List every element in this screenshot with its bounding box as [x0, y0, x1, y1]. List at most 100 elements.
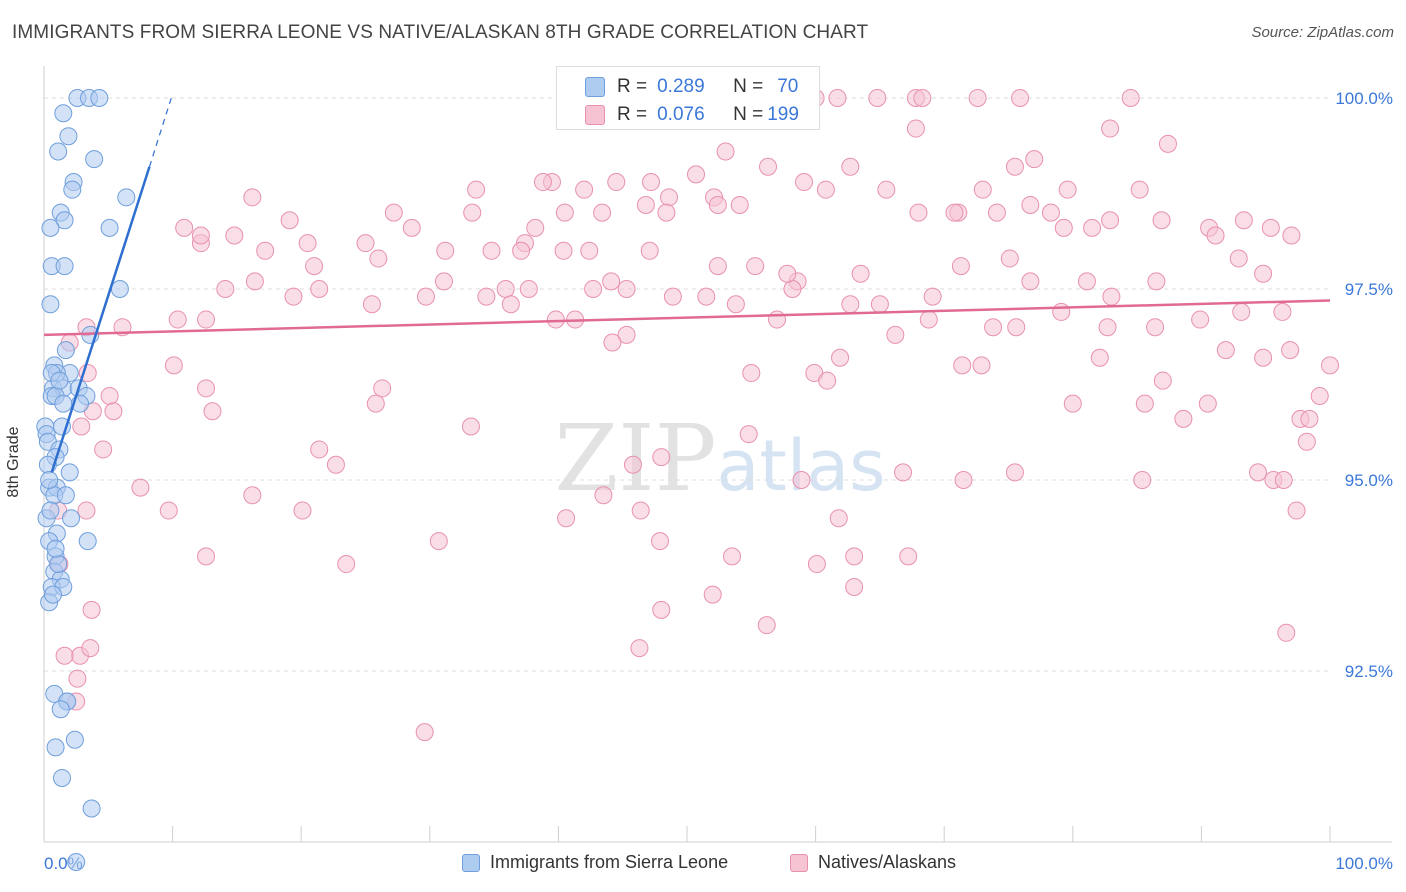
pink-point — [602, 272, 621, 291]
pink-point — [1101, 211, 1120, 230]
r-label: R = — [617, 104, 648, 125]
blue-point — [56, 341, 75, 360]
pink-point — [1130, 180, 1149, 199]
pink-point — [906, 119, 925, 138]
blue-legend-swatch-icon — [462, 853, 480, 872]
pink-point — [243, 188, 262, 207]
stats-legend: R = 0.289 N = 70 R = 0.076 N = 199 — [556, 66, 820, 130]
pink-point — [723, 547, 742, 566]
pink-point — [256, 241, 275, 260]
legend-label-blue: Immigrants from Sierra Leone — [490, 852, 729, 872]
pink-point — [594, 486, 613, 505]
pink-point — [1063, 394, 1082, 413]
pink-point — [841, 157, 860, 176]
pink-point — [243, 486, 262, 505]
chart-title: IMMIGRANTS FROM SIERRA LEONE VS NATIVE/A… — [12, 22, 869, 43]
pink-point — [526, 218, 545, 237]
pink-point — [1281, 341, 1300, 360]
blue-point — [40, 471, 59, 489]
pink-point — [663, 287, 682, 306]
pink-point — [1206, 226, 1225, 245]
pink-point — [373, 379, 392, 398]
pink-point — [1254, 348, 1273, 367]
pink-point — [973, 180, 992, 199]
pink-point — [816, 180, 835, 199]
pink-point — [659, 188, 678, 207]
blue-point — [90, 89, 109, 107]
blue-point — [100, 218, 119, 237]
pink-point — [636, 195, 655, 214]
pink-point — [1273, 302, 1292, 321]
blue-point — [56, 486, 75, 505]
pink-point — [640, 241, 659, 260]
legend-item-blue: Immigrants from Sierra Leone — [462, 852, 728, 873]
pink-point — [1277, 623, 1296, 642]
pink-point — [366, 394, 385, 413]
pink-point — [197, 310, 216, 329]
pink-point — [1052, 302, 1071, 321]
pink-point — [104, 402, 123, 421]
blue-point — [50, 371, 69, 390]
pink-point — [953, 356, 972, 375]
pink-point — [617, 280, 636, 298]
pink-point — [175, 218, 194, 237]
pink-point — [546, 310, 565, 329]
blue-point — [59, 127, 78, 146]
bottom-legend: Immigrants from Sierra Leone Natives/Ala… — [0, 852, 1406, 880]
y-tick-label: 95.0% — [1345, 471, 1393, 490]
pink-point — [870, 295, 889, 314]
pink-point — [197, 379, 216, 398]
pink-point — [225, 226, 244, 245]
pink-point — [72, 417, 91, 436]
pink-point — [829, 509, 848, 528]
pink-point — [356, 234, 375, 253]
pink-point — [1077, 272, 1096, 291]
pink-point — [68, 669, 87, 688]
pink-point — [557, 509, 576, 528]
pink-point — [631, 501, 650, 520]
blue-point — [67, 853, 86, 871]
pink-point — [877, 180, 896, 199]
source-label: Source: ZipAtlas.com — [1251, 24, 1394, 41]
pink-point — [55, 646, 74, 665]
pink-point — [293, 501, 312, 520]
pink-point — [1248, 463, 1267, 482]
pink-point — [94, 440, 113, 459]
r-label: R = — [617, 76, 648, 97]
blue-point — [49, 142, 68, 161]
blue-point — [60, 463, 79, 482]
pink-point — [1041, 203, 1060, 222]
blue-trend-extension — [148, 97, 172, 167]
pink-point — [913, 89, 932, 107]
pink-point — [909, 203, 928, 222]
n-value: 199 — [767, 104, 799, 125]
blue-trend-line — [50, 166, 151, 473]
pink-point — [1261, 218, 1280, 237]
pink-point — [868, 89, 887, 107]
pink-point — [436, 241, 455, 260]
y-tick-label: 97.5% — [1345, 280, 1393, 299]
pink-point — [191, 226, 210, 245]
pink-point — [533, 173, 552, 192]
pink-point — [657, 203, 676, 222]
pink-point — [1021, 195, 1040, 214]
n-value: 70 — [777, 76, 799, 97]
pink-point — [641, 173, 660, 192]
pink-point — [1152, 211, 1171, 230]
pink-point — [512, 241, 531, 260]
pink-point — [216, 280, 235, 298]
pink-point — [337, 555, 356, 574]
pink-point — [554, 241, 573, 260]
pink-point — [768, 310, 787, 329]
pink-point — [1254, 264, 1273, 283]
pink-point — [845, 547, 864, 566]
pink-point — [1158, 134, 1177, 153]
pink-point — [923, 287, 942, 306]
pink-point — [416, 287, 435, 306]
pink-point — [1102, 287, 1121, 306]
pink-point — [1005, 157, 1024, 176]
pink-point — [362, 295, 381, 314]
stats-row-pink: R = 0.076 N = 199 — [557, 101, 799, 129]
pink-point — [467, 180, 486, 199]
pink-point — [1135, 394, 1154, 413]
